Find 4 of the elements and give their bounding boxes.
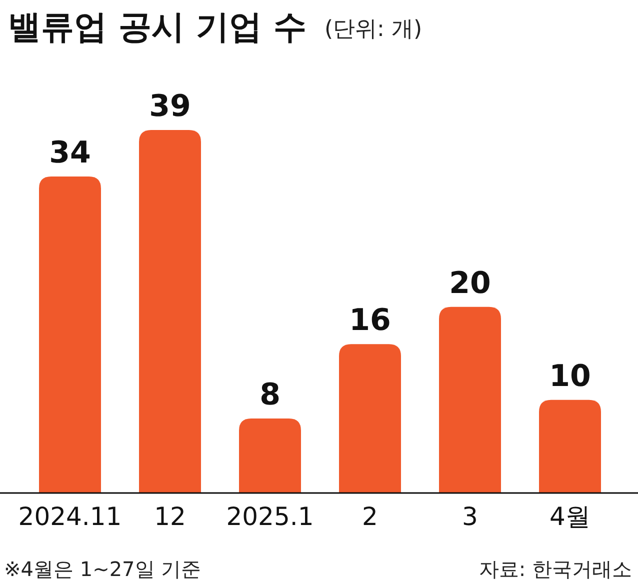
title: 밸류업 공시 기업 수 xyxy=(8,7,306,46)
subtitle: (단위: 개) xyxy=(324,17,422,42)
annotation: ※4월은 1~27일 기준 xyxy=(4,557,202,581)
annotation: 자료: 한국거래소 xyxy=(478,557,632,581)
